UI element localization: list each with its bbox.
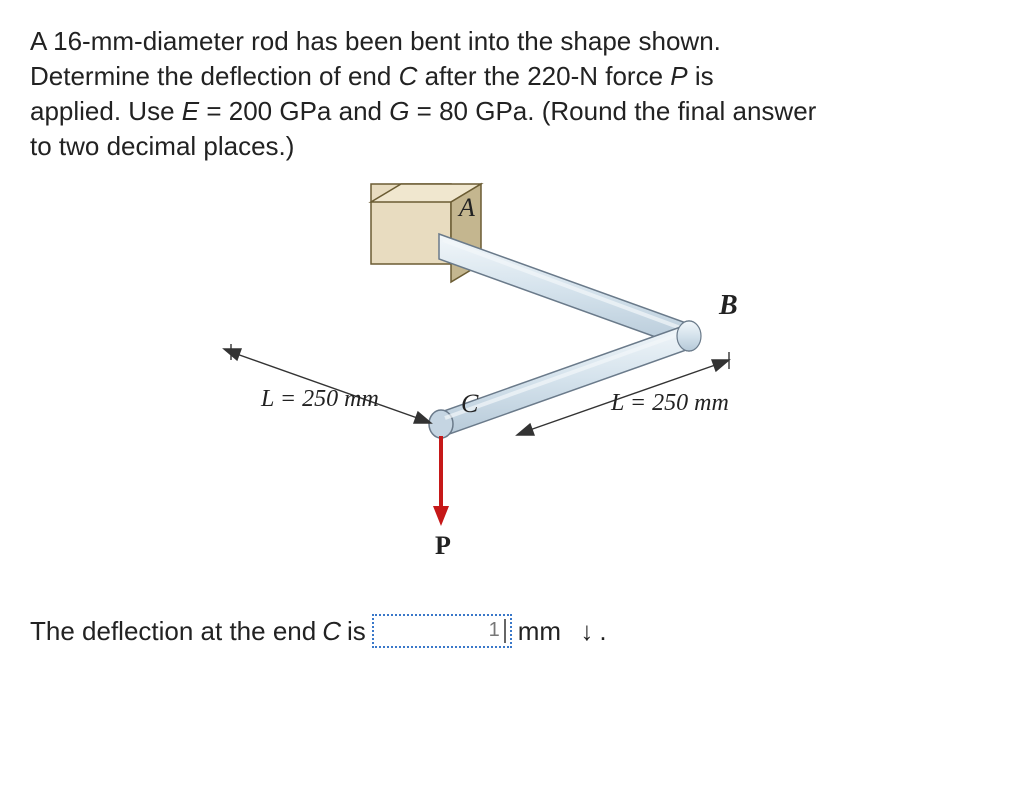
figure: A B C P L = 250 mm L = 250 mm (191, 174, 831, 594)
bent-rod-diagram: A B C P L = 250 mm L = 250 mm (191, 174, 831, 594)
rod-segment-bc (429, 321, 701, 438)
q-text: A (30, 26, 53, 56)
eq: = (409, 96, 439, 126)
q-text: Determine the deflection of end (30, 61, 399, 91)
point-c: C (399, 61, 418, 91)
and: and (331, 96, 389, 126)
q-diameter: 16-mm-diameter (53, 26, 244, 56)
e-symbol: E (182, 96, 199, 126)
answer-prefix: The deflection at the end (30, 616, 316, 647)
q-text: to two decimal places.) (30, 131, 294, 161)
g-value: 80 GPa (439, 96, 527, 126)
q-text: after the (417, 61, 527, 91)
q-text: rod has been bent into the shape shown. (244, 26, 721, 56)
down-arrow-icon: ↓ (580, 616, 593, 647)
question-text: A 16-mm-diameter rod has been bent into … (30, 24, 992, 164)
force-p: P (670, 61, 687, 91)
dim-left-label: L = 250 mm (260, 386, 379, 412)
deflection-input[interactable]: 1 (372, 614, 512, 648)
label-b: B (718, 290, 738, 321)
label-a: A (457, 193, 475, 222)
g-symbol: G (389, 96, 409, 126)
answer-unit: mm (518, 616, 561, 647)
dim-right-label: L = 250 mm (610, 390, 729, 416)
q-text: force (598, 61, 670, 91)
q-text: applied. Use (30, 96, 182, 126)
input-placeholder: 1 (489, 619, 500, 642)
q-text: . (Round the final answer (527, 96, 816, 126)
label-c: C (461, 389, 479, 418)
force-arrow-p (433, 436, 449, 526)
e-value: 200 GPa (229, 96, 332, 126)
period: . (599, 616, 606, 647)
answer-prompt: The deflection at the end C is 1 mm ↓ . (30, 614, 992, 648)
eq: = (199, 96, 229, 126)
force-value: 220-N (527, 61, 598, 91)
answer-mid: is (347, 616, 366, 647)
label-p: P (435, 531, 451, 560)
q-text: is (688, 61, 714, 91)
answer-point-c: C (322, 616, 341, 647)
